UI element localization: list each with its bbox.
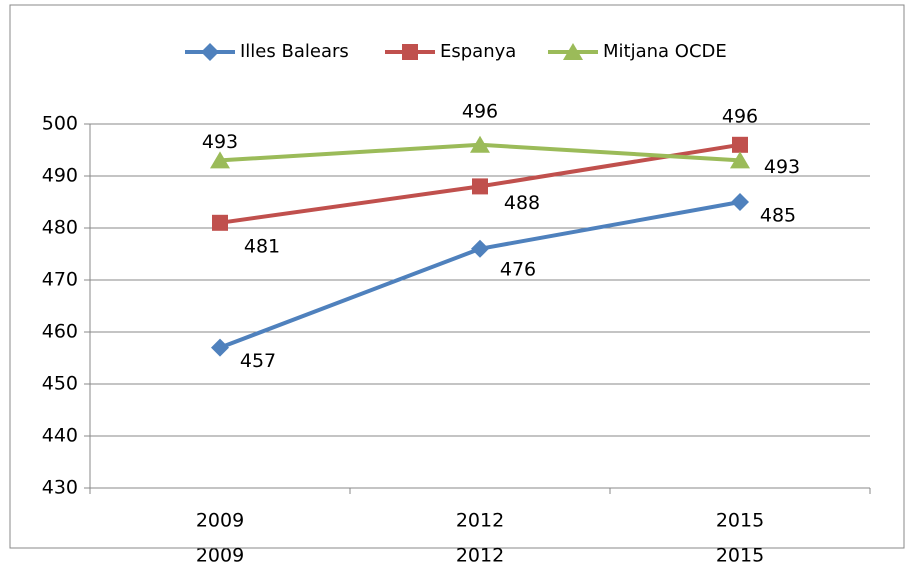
data-label: 485 xyxy=(760,205,796,227)
point-marker xyxy=(472,178,488,195)
data-label: 457 xyxy=(240,350,276,372)
data-label: 493 xyxy=(202,131,238,153)
y-tick-label: 450 xyxy=(42,373,78,395)
point-marker xyxy=(470,135,490,153)
y-tick-label: 480 xyxy=(42,217,78,239)
x-tick-label: 2015 xyxy=(716,510,764,532)
point-marker xyxy=(730,151,750,169)
x-tick-label-duplicate: 2012 xyxy=(456,545,504,567)
legend-marker xyxy=(563,43,583,60)
x-tick-label: 2012 xyxy=(456,510,504,532)
legend-label: Mitjana OCDE xyxy=(603,41,727,62)
x-tick-label-duplicate: 2009 xyxy=(196,545,244,567)
legend-label: Illes Balears xyxy=(240,41,349,62)
y-tick-label: 490 xyxy=(42,165,78,187)
y-tick-label: 470 xyxy=(42,269,78,291)
point-marker xyxy=(731,193,749,211)
data-label: 493 xyxy=(764,156,800,178)
data-label: 476 xyxy=(500,258,536,280)
data-label: 488 xyxy=(504,192,540,214)
legend-marker xyxy=(402,44,418,60)
point-marker xyxy=(210,151,230,169)
x-tick-label: 2009 xyxy=(196,510,244,532)
y-tick-label: 460 xyxy=(42,321,78,343)
data-label: 496 xyxy=(462,100,498,122)
y-tick-label: 440 xyxy=(42,425,78,447)
x-tick-label-duplicate: 2015 xyxy=(716,545,764,567)
point-marker xyxy=(732,136,748,153)
data-label: 496 xyxy=(722,105,758,127)
data-label: 481 xyxy=(244,235,280,257)
chart-frame xyxy=(9,4,905,549)
legend-marker xyxy=(201,43,219,61)
point-marker xyxy=(471,239,489,258)
legend-label: Espanya xyxy=(440,41,516,62)
y-tick-label: 500 xyxy=(42,113,78,135)
point-marker xyxy=(212,214,228,231)
point-marker xyxy=(211,338,229,357)
y-tick-label: 430 xyxy=(42,477,78,499)
